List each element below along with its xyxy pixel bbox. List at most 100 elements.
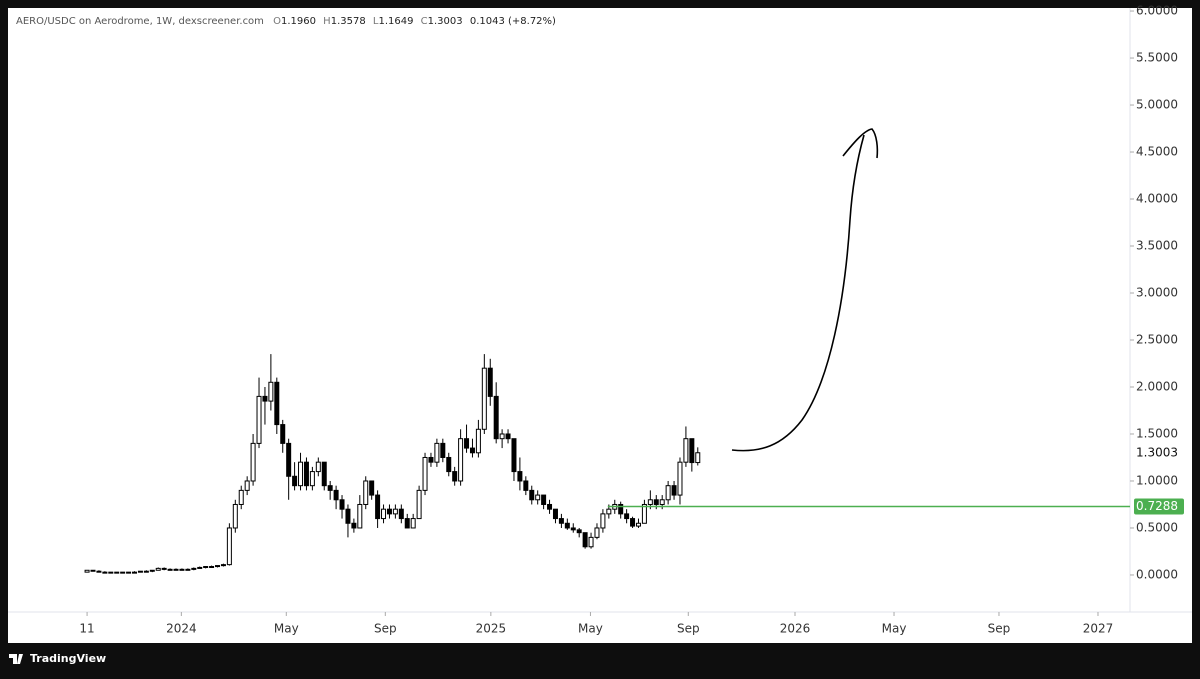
candle-body xyxy=(529,489,535,501)
candle-body xyxy=(215,565,221,568)
ohlc-value: 1.3003 xyxy=(428,16,463,27)
candle-body xyxy=(576,529,582,534)
ohlc-key: C xyxy=(421,16,428,27)
candle-body xyxy=(523,480,529,491)
drawn-arrow xyxy=(731,134,865,452)
plot: 0.0000 0.5000 1.0000 1.5000 2.0000 2.5000 3.00… xyxy=(79,4,1184,636)
candle-body xyxy=(220,564,226,567)
candle-body xyxy=(209,566,215,569)
candle-body xyxy=(256,395,262,444)
symbol: AERO/USDC on Aerodrome, 1W, dexscreener.… xyxy=(16,16,264,27)
brand: TradingView xyxy=(30,652,106,665)
candle-body xyxy=(96,570,102,573)
candle-body xyxy=(398,508,404,520)
candle-body xyxy=(238,489,244,505)
arrow-head xyxy=(842,128,879,159)
candle-body xyxy=(499,433,505,440)
price-line-label: 0.7288 xyxy=(1136,499,1178,513)
candle-body xyxy=(428,456,434,463)
y-tick-label: 1.0000 xyxy=(1136,473,1178,487)
candle-body xyxy=(191,567,197,570)
last-price-label: 1.3003 xyxy=(1136,445,1178,459)
candle-body xyxy=(517,471,523,482)
x-tick-label: May xyxy=(882,622,907,636)
y-tick-label: 3.0000 xyxy=(1136,286,1178,300)
candle-body xyxy=(369,480,375,496)
candle-body xyxy=(564,522,570,529)
candle-body xyxy=(493,395,499,440)
candle-body xyxy=(143,570,149,573)
candle-body xyxy=(197,566,203,569)
ohlc-key: O xyxy=(273,16,281,27)
x-tick-label: Sep xyxy=(374,622,397,636)
tradingview-logo: TradingView xyxy=(9,652,106,665)
candle-body xyxy=(689,438,695,464)
candle-body xyxy=(677,461,683,496)
candle-body xyxy=(226,527,232,566)
candle-body xyxy=(552,508,558,520)
candle-body xyxy=(452,471,458,482)
y-tick-label: 0.5000 xyxy=(1136,520,1178,534)
ohlc-value: 1.1960 xyxy=(281,16,316,27)
candle-body xyxy=(120,571,126,574)
candle-body xyxy=(173,568,179,571)
candle-body xyxy=(351,522,357,529)
candle-body xyxy=(339,499,345,510)
candle-body xyxy=(416,489,422,520)
candle-body xyxy=(155,567,161,571)
candle-body xyxy=(422,456,428,491)
candle-body xyxy=(647,499,653,505)
candle-body xyxy=(606,508,612,515)
y-tick-label: 3.5000 xyxy=(1136,239,1178,253)
logo-icon xyxy=(9,654,23,664)
ohlc-value: 1.3578 xyxy=(331,16,366,27)
candle-body xyxy=(404,518,410,529)
candle-body xyxy=(167,568,173,571)
y-tick-label: 4.5000 xyxy=(1136,145,1178,159)
x-tick-label: 2027 xyxy=(1083,622,1114,636)
x-tick-label: May xyxy=(274,622,299,636)
candle-body xyxy=(185,568,191,571)
candle-body xyxy=(469,447,475,454)
candle-body xyxy=(286,442,292,477)
ohlc-value: 1.1649 xyxy=(378,16,413,27)
x-tick-label: May xyxy=(578,622,603,636)
candle-body xyxy=(292,475,298,487)
candle-body xyxy=(274,381,280,426)
candle-body xyxy=(446,456,452,473)
y-tick-label: 4.0000 xyxy=(1136,192,1178,206)
candle-body xyxy=(114,571,120,574)
candle-body xyxy=(345,508,351,524)
candle-body xyxy=(90,569,96,572)
candle-body xyxy=(641,503,647,524)
candle-body xyxy=(695,452,701,464)
candle-body xyxy=(303,461,309,487)
candle-body xyxy=(108,571,114,574)
candle-body xyxy=(203,566,209,569)
candle-body xyxy=(250,442,256,482)
candle-body xyxy=(102,571,108,574)
candle-body xyxy=(333,489,339,501)
y-tick-label: 5.0000 xyxy=(1136,98,1178,112)
chart-panel xyxy=(8,8,1192,643)
candle-body xyxy=(487,367,493,397)
candle-body xyxy=(321,461,327,487)
candle-body xyxy=(624,513,630,520)
candle-body xyxy=(126,571,132,574)
candle-body xyxy=(535,494,541,501)
y-tick-label: 2.5000 xyxy=(1136,332,1178,346)
candle-body xyxy=(464,438,470,449)
candle-body xyxy=(381,508,387,520)
candle-body xyxy=(481,367,487,430)
candle-body xyxy=(475,428,481,454)
y-tick-label: 0.0000 xyxy=(1136,567,1178,581)
candle-body xyxy=(665,485,671,501)
x-tick-label: 2024 xyxy=(166,622,197,636)
candle-body xyxy=(327,485,333,491)
candle-body xyxy=(434,442,440,463)
price-line-label-box xyxy=(1134,498,1184,515)
header: AERO/USDC on Aerodrome, 1W, dexscreener.… xyxy=(16,16,556,27)
candle-body xyxy=(458,438,464,482)
candle-body xyxy=(630,518,636,527)
